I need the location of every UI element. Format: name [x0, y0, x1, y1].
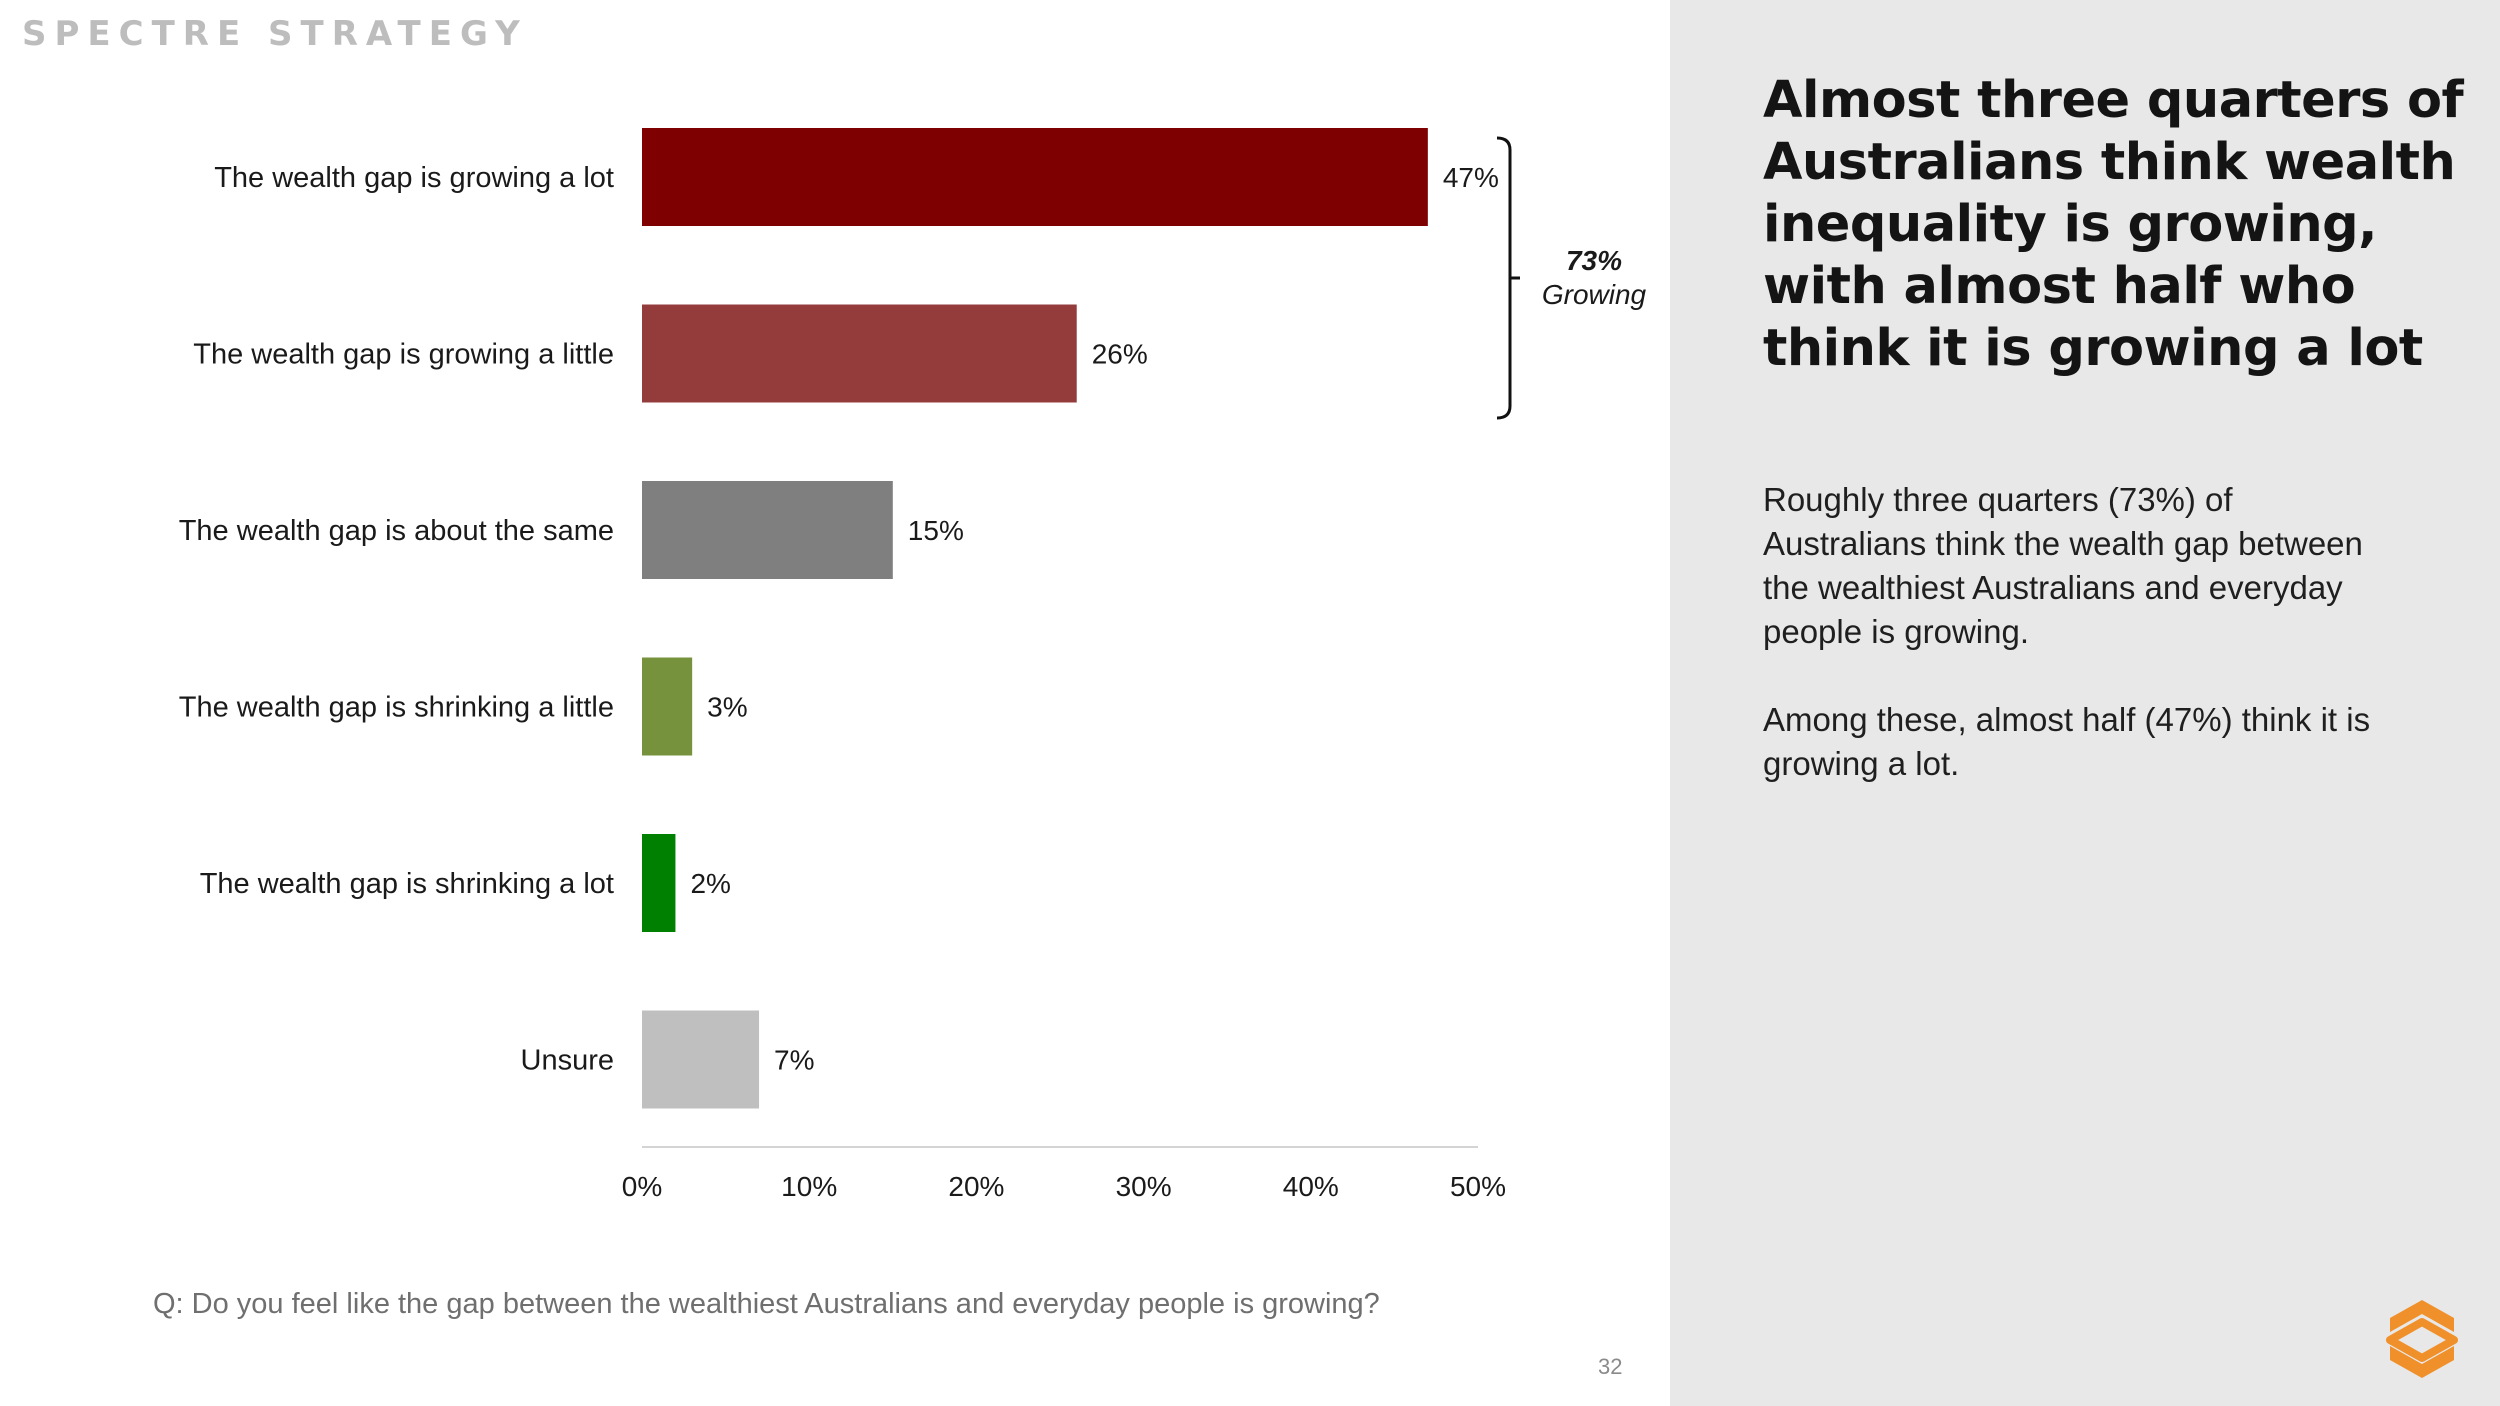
x-tick-label: 10% — [781, 1171, 837, 1202]
panel-paragraph: Roughly three quarters (73%) of Australi… — [1763, 481, 2363, 650]
annotation-label: Growing — [1542, 279, 1647, 310]
panel-body: Roughly three quarters (73%) of Australi… — [1763, 478, 2383, 830]
value-label: 7% — [774, 1045, 814, 1076]
survey-question: Q: Do you feel like the gap between the … — [153, 1288, 1380, 1320]
category-label: The wealth gap is shrinking a little — [179, 692, 614, 724]
page-number: 32 — [1598, 1354, 1623, 1379]
value-label: 2% — [690, 868, 730, 899]
growing-bracket — [1496, 136, 1520, 420]
value-label: 15% — [908, 515, 964, 546]
value-label: 26% — [1092, 339, 1148, 370]
bar-chart: The wealth gap is growing a lot 47% The we… — [179, 128, 1647, 1202]
panel-headline: Almost three quarters of Australians thi… — [1763, 71, 2464, 378]
bar — [642, 128, 1428, 226]
category-label: Unsure — [521, 1045, 615, 1077]
value-label: 3% — [707, 692, 747, 723]
bar — [642, 657, 693, 756]
x-tick-label: 40% — [1283, 1171, 1339, 1202]
spectre-logo-icon — [2386, 1300, 2458, 1378]
panel-paragraph: Among these, almost half (47%) think it … — [1763, 701, 2371, 782]
bar — [642, 481, 893, 579]
category-label: The wealth gap is shrinking a lot — [200, 868, 614, 900]
bar — [642, 304, 1077, 403]
value-label: 47% — [1443, 162, 1499, 193]
x-tick-label: 50% — [1450, 1171, 1506, 1202]
x-tick-label: 30% — [1116, 1171, 1172, 1202]
category-label: The wealth gap is growing a lot — [214, 162, 614, 194]
side-panel: Almost three quarters of Australians thi… — [1670, 0, 2500, 1406]
x-tick-label: 0% — [622, 1171, 662, 1202]
category-label: The wealth gap is about the same — [179, 515, 614, 547]
x-tick-label: 20% — [948, 1171, 1004, 1202]
brand-wordmark: SPECTRE STRATEGY — [22, 14, 528, 54]
bar — [642, 1010, 760, 1109]
annotation-value: 73% — [1566, 245, 1622, 276]
category-label: The wealth gap is growing a little — [193, 339, 614, 371]
bar — [642, 834, 676, 932]
